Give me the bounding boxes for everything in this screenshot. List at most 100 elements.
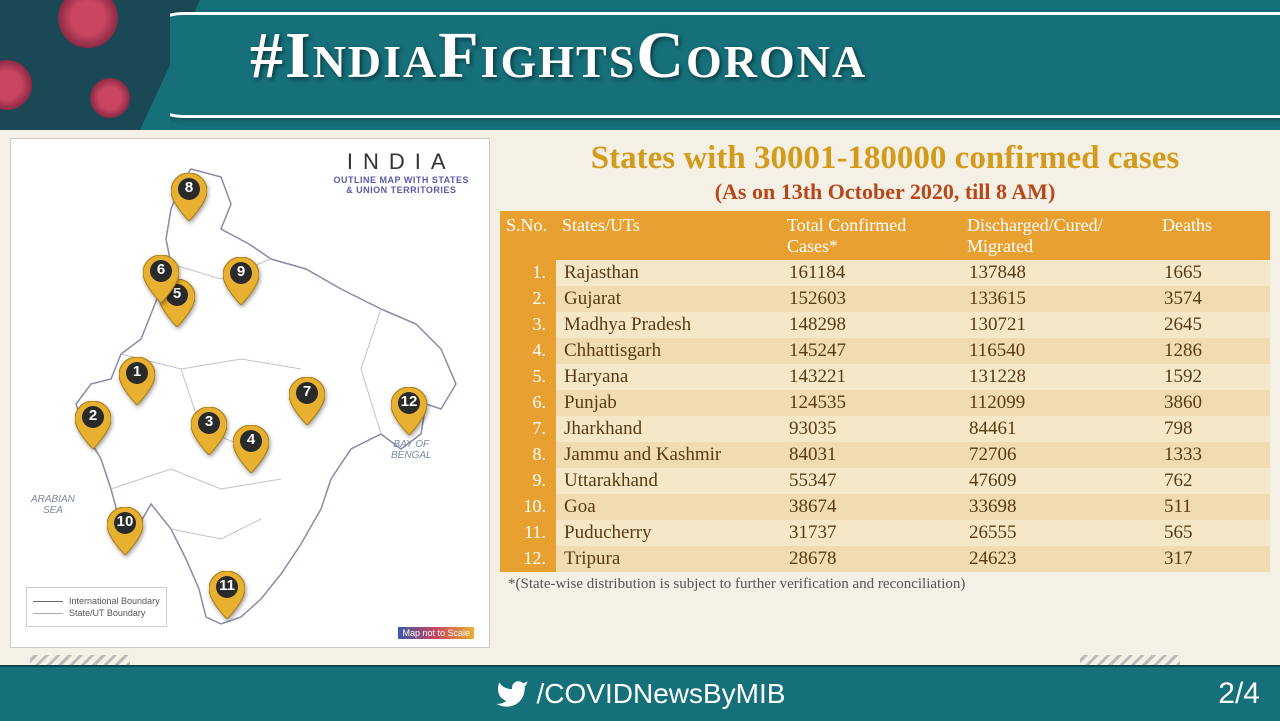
map-pin-number: 6 xyxy=(143,261,179,278)
cell-confirmed: 145247 xyxy=(781,338,961,364)
cell-confirmed: 38674 xyxy=(781,494,961,520)
map-legend: International Boundary State/UT Boundary xyxy=(26,587,167,627)
cell-state: Gujarat xyxy=(556,286,781,312)
map-pin-number: 9 xyxy=(223,263,259,280)
cell-discharged: 33698 xyxy=(961,494,1156,520)
cell-deaths: 798 xyxy=(1156,416,1270,442)
cell-discharged: 24623 xyxy=(961,546,1156,572)
cell-discharged: 47609 xyxy=(961,468,1156,494)
map-pin-number: 7 xyxy=(289,383,325,400)
map-pin: 2 xyxy=(75,401,111,449)
cell-sno: 6. xyxy=(500,390,556,416)
table-row: 10. Goa 38674 33698 511 xyxy=(500,494,1270,520)
cell-discharged: 133615 xyxy=(961,286,1156,312)
cell-discharged: 26555 xyxy=(961,520,1156,546)
cell-confirmed: 55347 xyxy=(781,468,961,494)
cell-sno: 10. xyxy=(500,494,556,520)
legend-state: State/UT Boundary xyxy=(69,608,145,618)
table-row: 3. Madhya Pradesh 148298 130721 2645 xyxy=(500,312,1270,338)
cell-sno: 4. xyxy=(500,338,556,364)
cell-state: Chhattisgarh xyxy=(556,338,781,364)
col-state: States/UTs xyxy=(556,211,781,260)
cell-state: Haryana xyxy=(556,364,781,390)
data-table: S.No. States/UTs Total Confirmed Cases* … xyxy=(500,211,1270,572)
cell-deaths: 317 xyxy=(1156,546,1270,572)
twitter-handle: /COVIDNewsByMIB xyxy=(495,677,786,711)
content-panel: States with 30001-180000 confirmed cases… xyxy=(500,138,1270,648)
map-pin: 12 xyxy=(391,387,427,435)
arabian-sea-label: ARABIAN SEA xyxy=(31,494,75,516)
table-row: 4. Chhattisgarh 145247 116540 1286 xyxy=(500,338,1270,364)
cell-deaths: 2645 xyxy=(1156,312,1270,338)
map-pin: 4 xyxy=(233,425,269,473)
panel-subtitle: (As on 13th October 2020, till 8 AM) xyxy=(500,179,1270,205)
cell-deaths: 762 xyxy=(1156,468,1270,494)
cell-discharged: 130721 xyxy=(961,312,1156,338)
cell-discharged: 116540 xyxy=(961,338,1156,364)
cell-confirmed: 143221 xyxy=(781,364,961,390)
cell-sno: 12. xyxy=(500,546,556,572)
map-pin: 11 xyxy=(209,571,245,619)
cell-state: Rajasthan xyxy=(556,260,781,286)
cell-state: Goa xyxy=(556,494,781,520)
virus-icon xyxy=(0,60,32,110)
map-panel: INDIA OUTLINE MAP WITH STATES & UNION TE… xyxy=(10,138,490,648)
page-number: 2/4 xyxy=(1218,677,1260,711)
header-title: #IndiaFightsCorona xyxy=(250,18,867,94)
cell-deaths: 1665 xyxy=(1156,260,1270,286)
cell-sno: 11. xyxy=(500,520,556,546)
cell-discharged: 72706 xyxy=(961,442,1156,468)
cell-confirmed: 93035 xyxy=(781,416,961,442)
table-row: 7. Jharkhand 93035 84461 798 xyxy=(500,416,1270,442)
twitter-handle-text: /COVIDNewsByMIB xyxy=(537,678,786,710)
cell-state: Puducherry xyxy=(556,520,781,546)
map-pin-number: 3 xyxy=(191,413,227,430)
cell-sno: 9. xyxy=(500,468,556,494)
cell-discharged: 137848 xyxy=(961,260,1156,286)
cell-deaths: 1333 xyxy=(1156,442,1270,468)
cell-deaths: 1286 xyxy=(1156,338,1270,364)
table-row: 9. Uttarakhand 55347 47609 762 xyxy=(500,468,1270,494)
map-pin: 9 xyxy=(223,257,259,305)
map-pin: 1 xyxy=(119,357,155,405)
table-row: 2. Gujarat 152603 133615 3574 xyxy=(500,286,1270,312)
panel-title: States with 30001-180000 confirmed cases xyxy=(500,140,1270,177)
cell-state: Jharkhand xyxy=(556,416,781,442)
map-pin-number: 1 xyxy=(119,363,155,380)
cell-sno: 5. xyxy=(500,364,556,390)
cell-sno: 7. xyxy=(500,416,556,442)
map-pin: 8 xyxy=(171,173,207,221)
col-confirmed: Total Confirmed Cases* xyxy=(781,211,961,260)
table-row: 11. Puducherry 31737 26555 565 xyxy=(500,520,1270,546)
cell-deaths: 511 xyxy=(1156,494,1270,520)
cell-state: Tripura xyxy=(556,546,781,572)
header-swoosh: #IndiaFightsCorona xyxy=(170,0,1280,130)
cell-sno: 3. xyxy=(500,312,556,338)
cell-sno: 8. xyxy=(500,442,556,468)
cell-confirmed: 161184 xyxy=(781,260,961,286)
map-pin-number: 12 xyxy=(391,393,427,410)
cell-confirmed: 152603 xyxy=(781,286,961,312)
cell-sno: 2. xyxy=(500,286,556,312)
map-pin-number: 4 xyxy=(233,431,269,448)
table-row: 6. Punjab 124535 112099 3860 xyxy=(500,390,1270,416)
footer-bar: /COVIDNewsByMIB 2/4 xyxy=(0,665,1280,721)
map-pin: 7 xyxy=(289,377,325,425)
legend-intl: International Boundary xyxy=(69,596,160,606)
table-row: 5. Haryana 143221 131228 1592 xyxy=(500,364,1270,390)
cell-discharged: 131228 xyxy=(961,364,1156,390)
virus-icon xyxy=(58,0,118,48)
decoration-stripes xyxy=(1080,655,1180,665)
decoration-stripes xyxy=(30,655,130,665)
cell-state: Punjab xyxy=(556,390,781,416)
map-pin-number: 2 xyxy=(75,407,111,424)
footnote: *(State-wise distribution is subject to … xyxy=(500,576,1270,593)
twitter-icon xyxy=(495,677,529,711)
cell-confirmed: 148298 xyxy=(781,312,961,338)
map-pin-number: 11 xyxy=(209,577,245,594)
map-pin-number: 10 xyxy=(107,513,143,530)
cell-state: Madhya Pradesh xyxy=(556,312,781,338)
table-row: 1. Rajasthan 161184 137848 1665 xyxy=(500,260,1270,286)
col-discharged: Discharged/Cured/ Migrated xyxy=(961,211,1156,260)
cell-sno: 1. xyxy=(500,260,556,286)
